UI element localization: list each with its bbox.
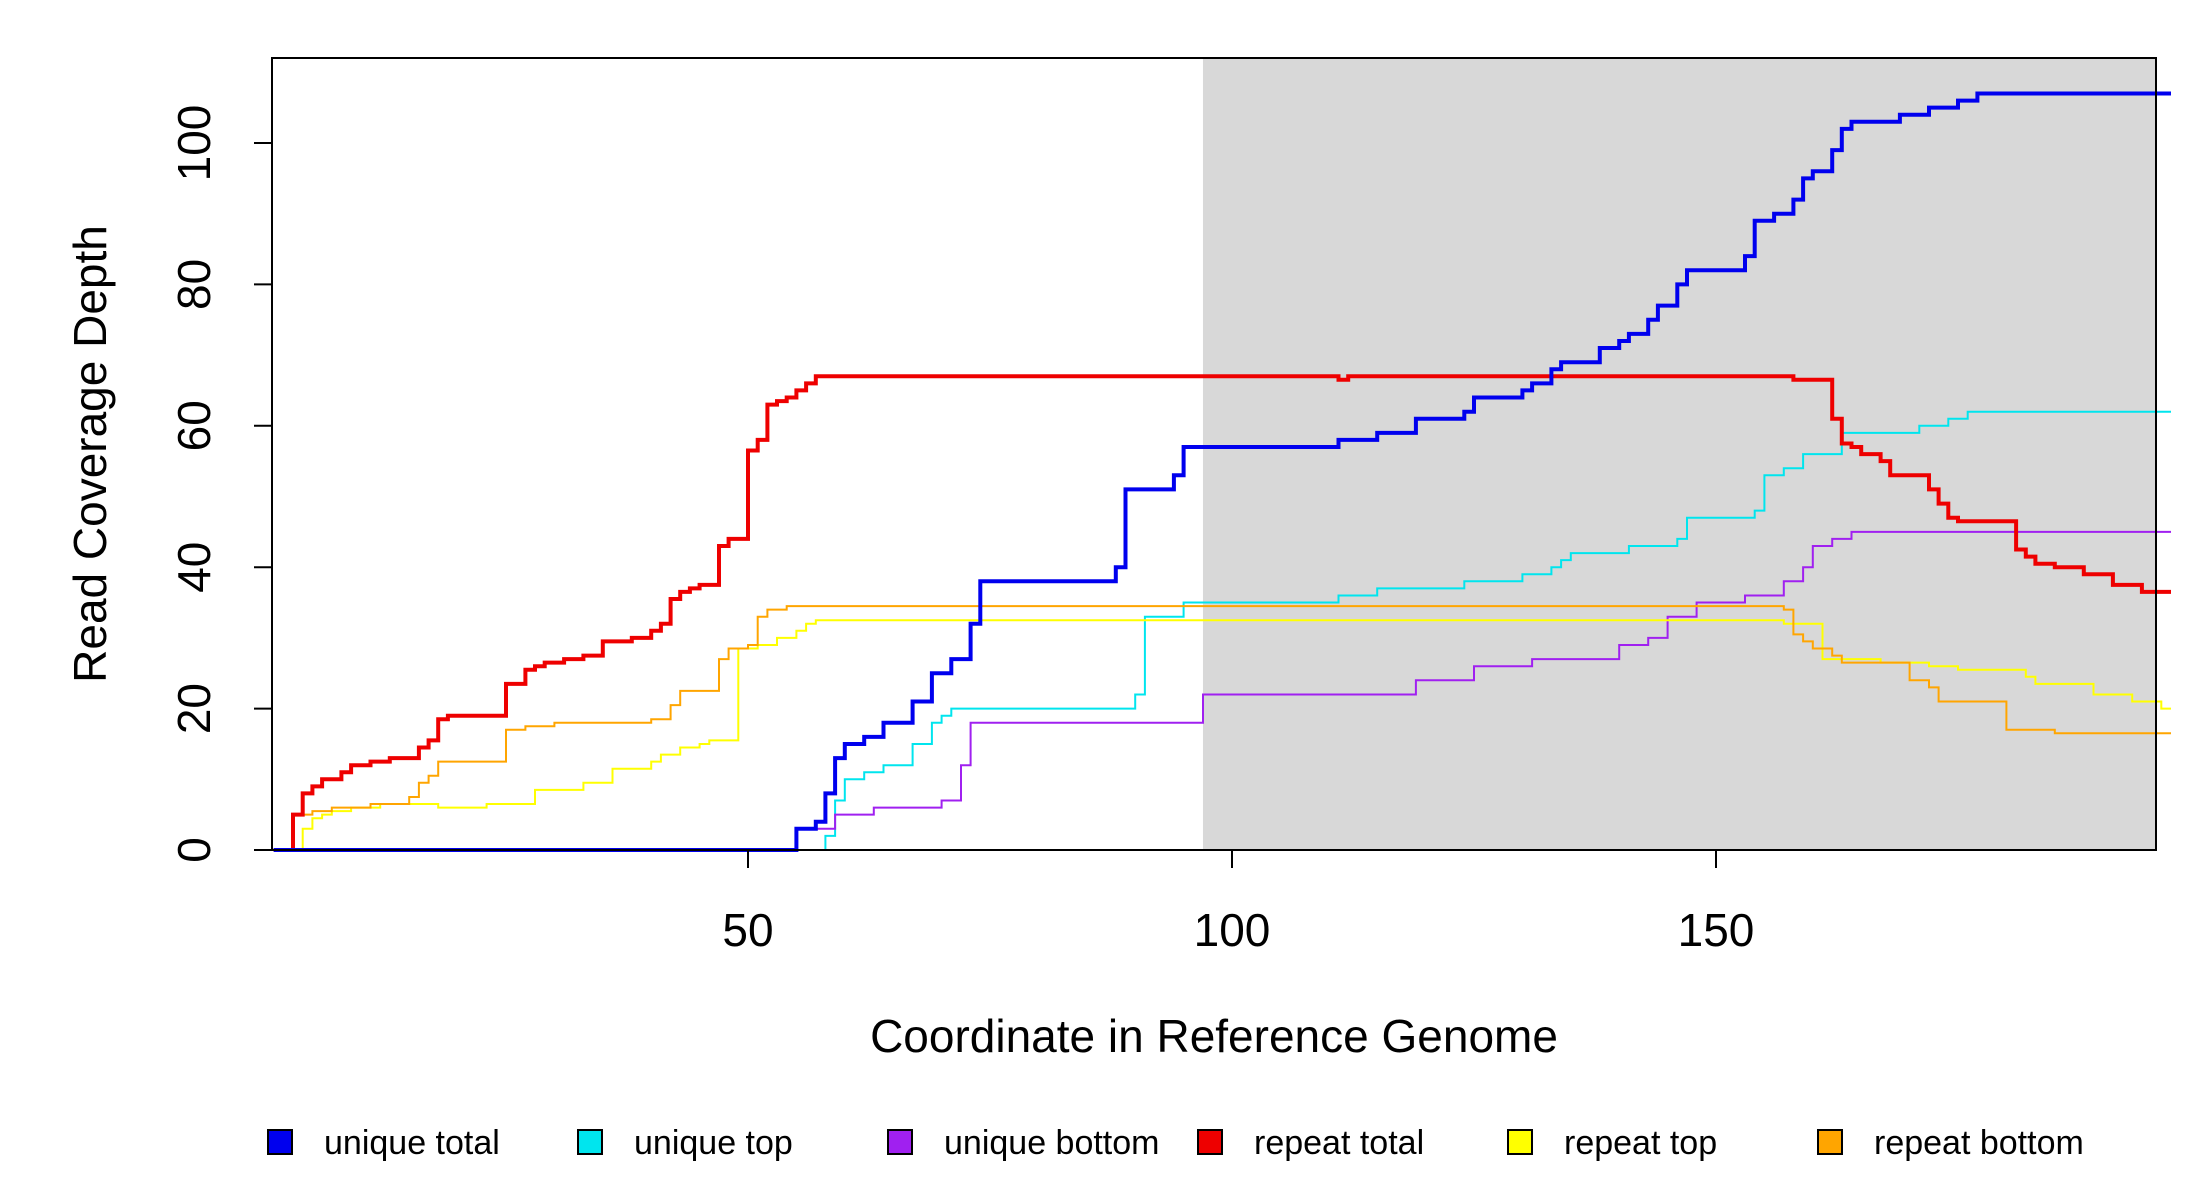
legend-label-unique-total: unique total	[324, 1124, 500, 1162]
legend-swatch-unique-top	[578, 1130, 602, 1154]
legend-swatch-repeat-top	[1508, 1130, 1532, 1154]
x-tick-label-50: 50	[722, 904, 773, 956]
shaded-region-layer	[1203, 58, 2156, 850]
legend-label-repeat-bottom: repeat bottom	[1874, 1124, 2084, 1162]
legend-label-repeat-top: repeat top	[1564, 1124, 1717, 1162]
y-tick-label-0: 0	[168, 837, 220, 863]
y-tick-label-20: 20	[168, 683, 220, 734]
legend-swatch-repeat-total	[1198, 1130, 1222, 1154]
x-tick-label-150: 150	[1678, 904, 1755, 956]
y-tick-label-80: 80	[168, 259, 220, 310]
y-tick-label-60: 60	[168, 400, 220, 451]
legend-label-unique-bottom: unique bottom	[944, 1124, 1160, 1162]
legend-swatch-repeat-bottom	[1818, 1130, 1842, 1154]
y-tick-label-100: 100	[168, 105, 220, 182]
shaded-region	[1203, 58, 2156, 850]
legend-swatch-unique-bottom	[888, 1130, 912, 1154]
y-axis-title: Read Coverage Depth	[64, 225, 116, 683]
y-tick-label-40: 40	[168, 542, 220, 593]
x-axis-title: Coordinate in Reference Genome	[870, 1010, 1558, 1062]
x-tick-label-100: 100	[1194, 904, 1271, 956]
legend-swatch-unique-total	[268, 1130, 292, 1154]
legend-label-repeat-total: repeat total	[1254, 1124, 1424, 1162]
legend-label-unique-top: unique top	[634, 1124, 793, 1162]
